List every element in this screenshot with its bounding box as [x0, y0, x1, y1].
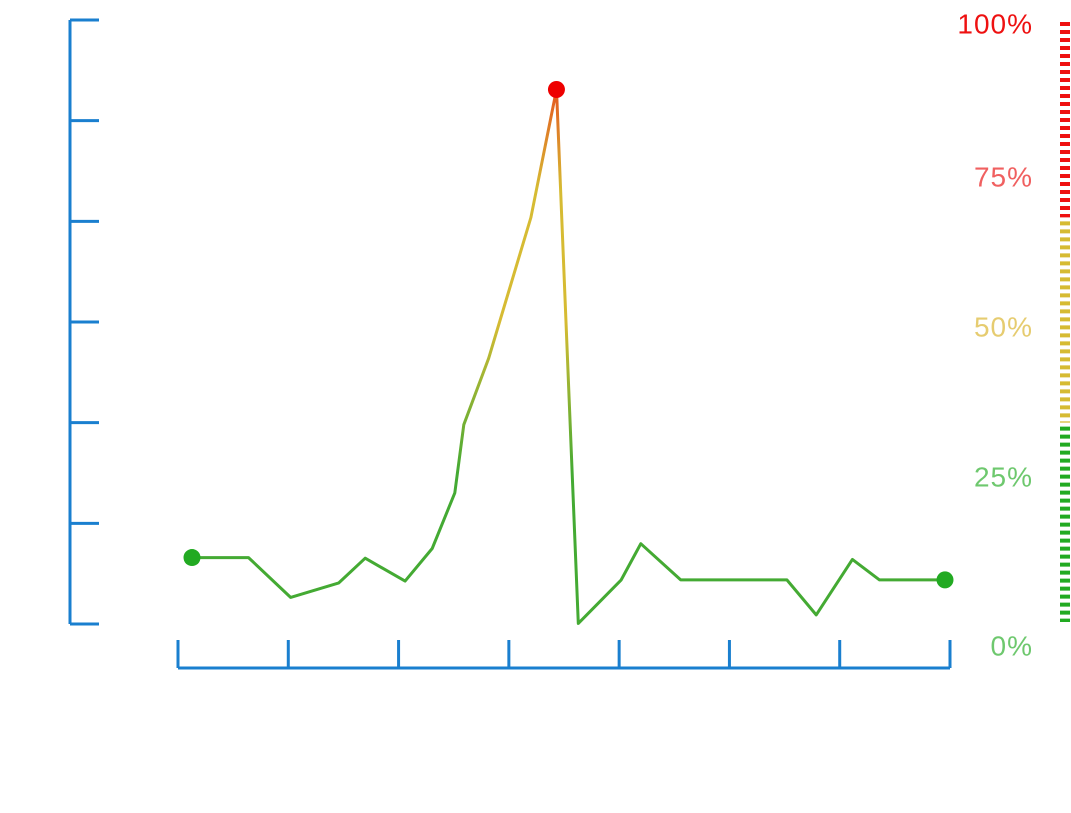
- right-axis-tick-label: 0%: [991, 630, 1033, 661]
- right-axis-tick-label: 100%: [957, 8, 1033, 39]
- right-axis-tick-label: 75%: [974, 161, 1033, 192]
- left-axis: [68, 18, 99, 626]
- series-layer: [190, 88, 947, 625]
- data-point: [936, 571, 954, 589]
- right-axis-tick-label: 25%: [974, 461, 1033, 492]
- right-axis-tick-label: 50%: [974, 311, 1033, 342]
- bottom-axis: [176, 640, 952, 670]
- points-layer: [183, 80, 954, 589]
- data-point: [547, 80, 565, 98]
- series-line: [190, 88, 947, 625]
- data-point: [183, 549, 201, 567]
- right-axis: 100% 75% 50% 25% 0%: [957, 8, 1070, 661]
